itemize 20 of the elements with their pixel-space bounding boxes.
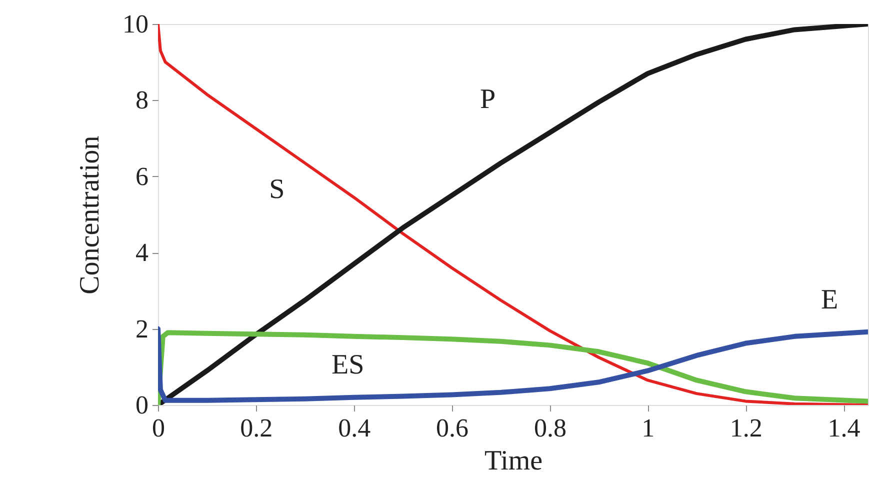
y-tick-label: 4 bbox=[136, 238, 148, 268]
x-tick-label: 1.4 bbox=[828, 414, 860, 442]
series-label: P bbox=[480, 84, 496, 116]
x-axis-title: Time bbox=[484, 446, 543, 476]
y-axis-title: Concentration bbox=[74, 136, 106, 294]
y-tick-label: 6 bbox=[136, 162, 148, 191]
y-tick-label: 10 bbox=[122, 10, 148, 38]
x-tick-label: 0.4 bbox=[338, 414, 371, 442]
x-tick-label: 1 bbox=[642, 414, 655, 442]
y-tick-label: 0 bbox=[136, 390, 148, 420]
line-series bbox=[158, 24, 868, 405]
y-tick-label: 2 bbox=[136, 314, 148, 344]
y-tick-label: 8 bbox=[136, 86, 148, 115]
x-tick-label: 0.6 bbox=[436, 414, 469, 442]
series-label: ES bbox=[332, 349, 364, 380]
series-label: S bbox=[269, 174, 285, 205]
x-tick-label: 0.8 bbox=[534, 414, 566, 442]
series-label: E bbox=[820, 284, 838, 316]
x-tick-label: 1.2 bbox=[730, 414, 762, 442]
x-tick-label: 0.2 bbox=[240, 414, 273, 442]
